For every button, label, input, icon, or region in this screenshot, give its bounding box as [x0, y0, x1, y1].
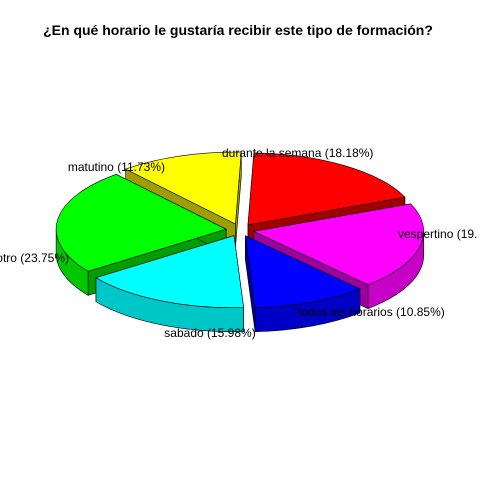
slice-label: todos los horarios (10.85%) [298, 305, 445, 319]
pie-slice-top [95, 235, 244, 309]
pie-slice [95, 235, 244, 333]
chart-title: ¿En qué horario le gustaría recibir este… [43, 22, 433, 38]
pie-slices [55, 151, 424, 333]
pie-slice-top [55, 173, 227, 272]
pie-slice-top [252, 203, 424, 285]
slice-labels: durante la semana (18.18%) vespertino (19… [0, 146, 477, 340]
slice-label: durante la semana (18.18%) [222, 146, 373, 160]
slice-label: matutino (11.73%) [68, 160, 165, 174]
slice-label: otro (23.75%) [0, 251, 69, 265]
pie-slice-top [245, 235, 361, 309]
slice-label: vespertino (19. [398, 227, 477, 241]
slice-label: sabado (15.98%) [164, 326, 255, 340]
pie-slice-top [247, 152, 406, 226]
pie-slice [245, 235, 361, 333]
pie-slice-top [124, 151, 242, 225]
